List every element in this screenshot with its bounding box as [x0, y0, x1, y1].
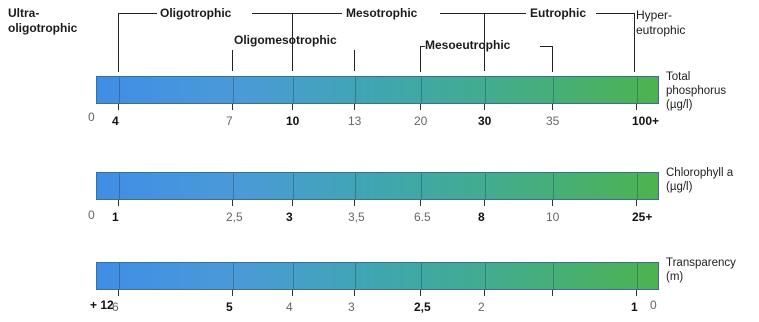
scale-divider	[637, 173, 638, 199]
parameter-label: Transparency (m)	[666, 257, 736, 283]
tick-label: 1	[112, 210, 119, 224]
tick-mark	[552, 290, 553, 296]
bracket-eutrophic-right	[596, 13, 635, 72]
tick-mark	[636, 290, 637, 296]
tick-mark	[484, 104, 485, 110]
bracket-meso-eu-divider	[484, 13, 485, 71]
tick-label: 13	[348, 114, 362, 128]
scale-divider	[293, 173, 294, 199]
tick-label: 2,5	[226, 210, 243, 224]
tick-mark	[636, 104, 637, 110]
tick-label: 25+	[632, 210, 653, 224]
tick-mark	[232, 104, 233, 110]
category-mesotrophic: Mesotrophic	[346, 6, 418, 20]
bracket-meso-eu-line	[440, 13, 526, 14]
tick-label: 1	[631, 300, 638, 314]
tick-label: + 12	[90, 298, 114, 312]
tick-label: 100+	[632, 114, 660, 128]
scale-divider	[293, 263, 294, 289]
tick-label: 20	[414, 114, 428, 128]
tick-label: 10	[546, 210, 560, 224]
tick-label: 30	[478, 114, 492, 128]
tick-label: 8	[478, 210, 485, 224]
parameter-label: Total phosphorus (µg/l)	[666, 71, 727, 111]
scale-divider	[553, 173, 554, 199]
scale-divider	[119, 263, 120, 289]
tick-label: 7	[226, 114, 233, 128]
scale-divider	[553, 263, 554, 289]
tick-mark	[354, 290, 355, 296]
tick-label: 4	[112, 114, 119, 128]
tick-mark	[118, 290, 119, 296]
bracket-oligomeso-right	[354, 50, 355, 71]
tick-mark	[420, 200, 421, 206]
category-hyper-eutrophic: Hyper- eutrophic	[636, 8, 686, 37]
scale-divider	[119, 173, 120, 199]
tick-label: 35	[546, 114, 560, 128]
scale-divider	[421, 173, 422, 199]
tick-mark	[118, 200, 119, 206]
scale-divider	[485, 263, 486, 289]
bracket-oligo-meso-divider	[292, 13, 293, 71]
scale-divider	[421, 263, 422, 289]
tick-mark	[292, 104, 293, 110]
scale-divider	[485, 173, 486, 199]
category-mesoeutrophic: Mesoeutrophic	[425, 38, 511, 52]
bracket-mesoeu-left	[420, 46, 425, 72]
bracket-oligotrophic-left	[118, 13, 157, 72]
tick-label: 3	[286, 210, 293, 224]
tick-mark	[232, 200, 233, 206]
tick-mark	[552, 200, 553, 206]
scale-divider	[233, 173, 234, 199]
tick-mark	[118, 104, 119, 110]
parameter-label: Chlorophyll a (µg/l)	[666, 167, 734, 193]
tick-label: 6	[112, 300, 119, 314]
scale-divider	[485, 77, 486, 103]
scale-divider	[119, 77, 120, 103]
scale-divider	[355, 263, 356, 289]
tick-label: 5	[226, 300, 233, 314]
tick-label: 0	[88, 208, 95, 222]
scale-divider	[553, 77, 554, 103]
category-ultra-oligotrophic: Ultra- oligotrophic	[8, 6, 78, 35]
scale-bar-0	[96, 76, 659, 104]
tick-mark	[292, 200, 293, 206]
scale-divider	[293, 77, 294, 103]
scale-divider	[355, 173, 356, 199]
tick-label: 0	[88, 110, 95, 124]
tick-label: 3,5	[348, 210, 365, 224]
tick-label: 0	[650, 298, 657, 312]
bracket-mesoeu-right	[540, 46, 553, 72]
scale-bar-2	[96, 262, 659, 290]
tick-mark	[420, 104, 421, 110]
tick-label: 2,5	[414, 300, 431, 314]
scale-divider	[355, 77, 356, 103]
tick-mark	[354, 104, 355, 110]
scale-divider	[233, 77, 234, 103]
bracket-oligo-meso-line	[252, 13, 342, 14]
category-eutrophic: Eutrophic	[530, 6, 586, 20]
scale-divider	[637, 77, 638, 103]
tick-mark	[292, 290, 293, 296]
bracket-oligomeso-left	[232, 50, 233, 71]
tick-label: 10	[286, 114, 300, 128]
scale-divider	[637, 263, 638, 289]
tick-mark	[420, 290, 421, 296]
tick-label: 3	[348, 300, 355, 314]
tick-mark	[484, 290, 485, 296]
category-oligotrophic: Oligotrophic	[160, 6, 232, 20]
tick-label: 2	[478, 300, 485, 314]
tick-mark	[232, 290, 233, 296]
tick-mark	[354, 200, 355, 206]
scale-divider	[421, 77, 422, 103]
tick-label: 4	[286, 300, 293, 314]
category-oligomesotrophic: Oligomesotrophic	[234, 33, 337, 47]
scale-bar-1	[96, 172, 659, 200]
tick-mark	[552, 104, 553, 110]
scale-divider	[233, 263, 234, 289]
tick-mark	[636, 200, 637, 206]
tick-label: 6.5	[414, 210, 431, 224]
tick-mark	[484, 200, 485, 206]
